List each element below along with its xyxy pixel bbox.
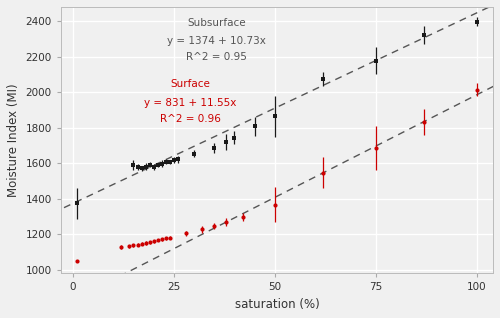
Text: Subsurface: Subsurface [187,17,246,28]
Text: y = 831 + 11.55x: y = 831 + 11.55x [144,98,236,107]
Text: y = 1374 + 10.73x: y = 1374 + 10.73x [167,36,266,46]
X-axis label: saturation (%): saturation (%) [234,298,320,311]
Text: Surface: Surface [170,79,210,89]
Y-axis label: Moisture Index (MI): Moisture Index (MI) [7,83,20,197]
Text: R^2 = 0.96: R^2 = 0.96 [160,114,221,124]
Text: R^2 = 0.95: R^2 = 0.95 [186,52,247,62]
